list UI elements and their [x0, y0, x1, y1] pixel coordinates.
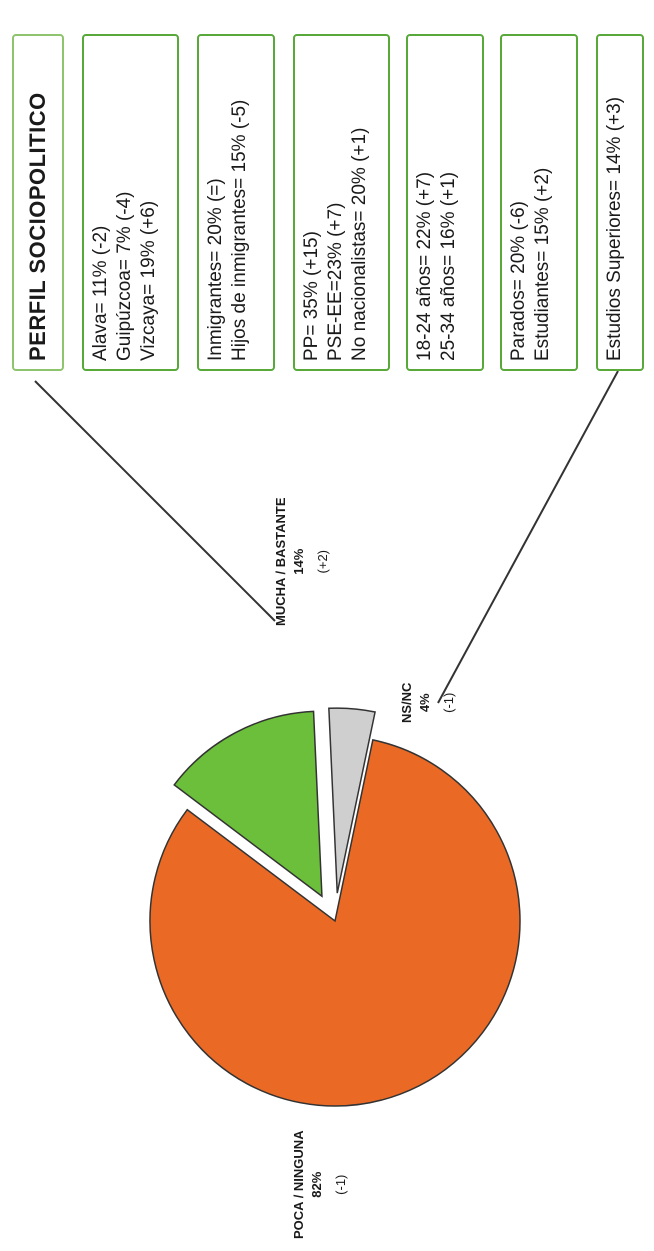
profile-line: Estudios Superiores= 14% (+3) [604, 96, 625, 361]
profile-line: Alava= 11% (-2) [90, 225, 111, 361]
label-nsnc-value: 4% [417, 693, 432, 713]
slice-mucha-bastante [173, 710, 323, 898]
profile-line: Estudiantes= 15% (+2) [532, 167, 553, 361]
profile-line: No nacionalistas= 20% (+1) [349, 127, 370, 361]
label-mucha-value: 14% [291, 548, 306, 575]
label-poca-value: 82% [309, 1171, 324, 1198]
profile-box-immigration: Inmigrantes= 20% (=) Hijos de inmigrante… [197, 34, 275, 371]
profile-box-education: Estudios Superiores= 14% (+3) [596, 34, 644, 371]
profile-title-text: PERFIL SOCIOPOLITICO [25, 92, 50, 361]
profile-line: Inmigrantes= 20% (=) [205, 178, 226, 361]
profile-box-region: Alava= 11% (-2) Guipúzcoa= 7% (-4) Vizca… [82, 34, 179, 371]
profile-line: 18-24 años= 22% (+7) [414, 171, 435, 361]
label-poca-name: POCA / NINGUNA [291, 1130, 306, 1239]
slice-ns-nc [328, 707, 376, 894]
label-mucha: MUCHA / BASTANTE 14% (+2) [272, 497, 332, 626]
profile-line: Parados= 20% (-6) [508, 201, 529, 361]
profile-box-age: 18-24 años= 22% (+7) 25-34 años= 16% (+1… [406, 34, 484, 371]
profile-line: Hijos de inmigrantes= 15% (-5) [229, 99, 250, 361]
slice-poca-ninguna [149, 739, 521, 1107]
connector-line-bottom [34, 380, 276, 622]
label-poca: POCA / NINGUNA 82% (-1) [290, 1130, 350, 1239]
profile-line: PSE-EE=23% (+7) [325, 202, 346, 361]
label-nsnc: NS/NC 4% (-1) [398, 683, 458, 723]
label-nsnc-change: (-1) [441, 692, 456, 713]
profile-line: Guipúzcoa= 7% (-4) [114, 191, 135, 362]
label-nsnc-name: NS/NC [399, 682, 414, 723]
label-poca-change: (-1) [333, 1174, 348, 1195]
profile-line: Vizcaya= 19% (+6) [138, 200, 159, 361]
profile-line: 25-34 años= 16% (+1) [438, 171, 459, 361]
profile-box-party: PP= 35% (+15) PSE-EE=23% (+7) No naciona… [293, 34, 390, 371]
connector-line-top [437, 370, 619, 704]
profile-line: PP= 35% (+15) [301, 231, 322, 361]
profile-box-occupation: Parados= 20% (-6) Estudiantes= 15% (+2) [500, 34, 578, 371]
label-mucha-change: (+2) [315, 549, 330, 574]
profile-title: PERFIL SOCIOPOLITICO [12, 34, 64, 371]
label-mucha-name: MUCHA / BASTANTE [273, 497, 288, 626]
